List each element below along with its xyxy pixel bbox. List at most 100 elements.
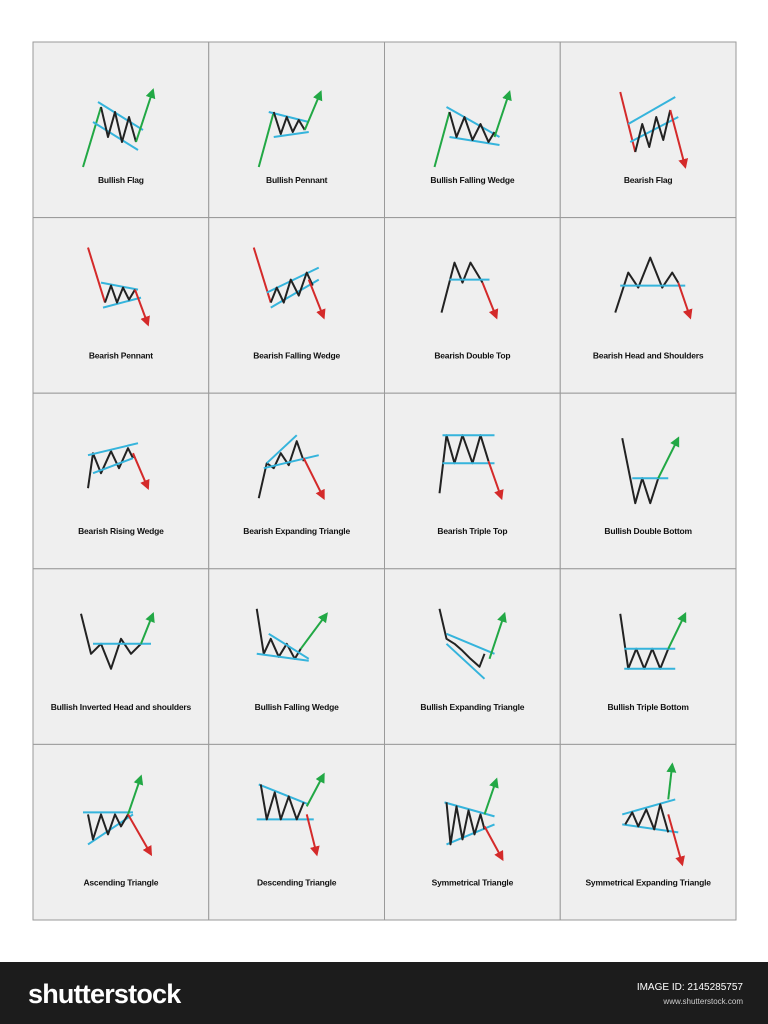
pattern-line <box>624 803 670 833</box>
pattern-line <box>303 90 323 131</box>
pattern-cell: Bullish Inverted Head and shoulders <box>32 568 210 745</box>
pattern-cell: Bearish Rising Wedge <box>32 392 210 570</box>
pattern-line <box>493 90 512 138</box>
cell-box <box>32 743 210 921</box>
pattern-label: Bearish Head and Shoulders <box>593 351 704 361</box>
cell-box <box>384 392 561 570</box>
pattern-line <box>87 813 129 841</box>
pattern-cell: Bearish Double Top <box>384 217 561 394</box>
pattern-cell: Bearish Pennant <box>32 217 210 394</box>
pattern-line <box>627 96 676 125</box>
pattern-line <box>92 457 134 475</box>
pattern-line <box>92 121 139 151</box>
pattern-cell: Descending Triangle <box>208 743 385 921</box>
pattern-line <box>433 111 451 168</box>
pattern-line <box>132 452 150 491</box>
pattern-line <box>135 88 156 143</box>
pattern-line <box>445 802 486 846</box>
pattern-line <box>449 136 500 146</box>
cell-box <box>208 392 385 570</box>
cell-box <box>559 217 737 394</box>
pattern-label: Bullish Double Bottom <box>604 526 692 536</box>
pattern-line <box>305 814 320 857</box>
pattern-cell: Bearish Expanding Triangle <box>208 392 385 570</box>
pattern-line <box>263 454 319 470</box>
pattern-line <box>252 247 272 303</box>
pattern-line <box>481 282 499 320</box>
pattern-cell: Bearish Triple Top <box>384 392 561 570</box>
site-url: www.shutterstock.com <box>662 997 743 1006</box>
cell-box <box>384 743 561 921</box>
pattern-line <box>483 825 504 862</box>
pattern-cell: Bullish Pennant <box>208 41 385 219</box>
pattern-line <box>134 289 150 327</box>
pattern-line <box>619 91 637 153</box>
pattern-line <box>657 436 680 479</box>
pattern-line <box>102 296 142 309</box>
image-id: IMAGE ID: 2145285757 <box>637 982 744 993</box>
pattern-line <box>445 643 486 680</box>
pattern-cell: Bullish Flag <box>32 41 210 219</box>
cell-box <box>384 568 561 745</box>
pattern-label: Descending Triangle <box>257 877 337 887</box>
pattern-cell: Bullish Expanding Triangle <box>384 568 561 745</box>
pattern-cell: Ascending Triangle <box>32 743 210 921</box>
pattern-line <box>667 612 687 650</box>
cell-box <box>32 392 210 570</box>
pattern-line <box>256 652 309 662</box>
pattern-line <box>87 442 139 457</box>
pattern-line <box>666 762 677 800</box>
pattern-label: Ascending Triangle <box>83 877 158 887</box>
pattern-label: Symmetrical Triangle <box>432 877 514 887</box>
pattern-label: Bearish Pennant <box>89 351 153 361</box>
pattern-cell: Bearish Flag <box>559 41 737 219</box>
cell-box <box>384 217 561 394</box>
pattern-label: Bearish Double Top <box>434 351 510 361</box>
pattern-line <box>269 271 314 304</box>
pattern-line <box>669 109 689 169</box>
cell-box <box>559 743 737 921</box>
cell-box <box>32 217 210 394</box>
pattern-line <box>273 131 309 138</box>
pattern-cell: Symmetrical Expanding Triangle <box>559 743 737 921</box>
pattern-label: Bullish Triple Bottom <box>607 702 689 712</box>
pattern-grid: Bullish Flag Bullish Pennant Bullish Falli… <box>32 41 737 921</box>
pattern-line <box>258 783 310 806</box>
pattern-label: Bearish Falling Wedge <box>253 351 340 361</box>
pattern-label: Bullish Inverted Head and shoulders <box>51 702 192 712</box>
pattern-line <box>127 774 144 815</box>
pattern-line <box>80 613 142 670</box>
pattern-cell: Bullish Double Bottom <box>559 392 737 570</box>
cell-box <box>559 41 737 219</box>
pattern-line <box>438 608 486 668</box>
pattern-cell: Bullish Falling Wedge <box>384 41 561 219</box>
pattern-line <box>104 284 136 304</box>
pattern-line <box>100 281 139 291</box>
pattern-label: Bullish Expanding Triangle <box>420 702 524 712</box>
cell-box <box>32 41 210 219</box>
pattern-line <box>302 457 325 500</box>
cell-box <box>208 217 385 394</box>
pattern-cell: Bullish Triple Bottom <box>559 568 737 745</box>
pattern-line <box>621 798 676 816</box>
pattern-line <box>446 632 495 655</box>
cell-box <box>384 41 561 219</box>
cell-box <box>208 41 385 219</box>
pattern-line <box>305 772 325 807</box>
pattern-label: Bullish Falling Wedge <box>430 175 514 185</box>
pattern-line <box>268 632 310 660</box>
pattern-line <box>257 111 275 168</box>
pattern-line <box>268 111 309 123</box>
cell-box <box>32 568 210 745</box>
pattern-line <box>487 460 504 501</box>
pattern-line <box>272 111 306 135</box>
footer-bar <box>0 962 768 1024</box>
logo: shutterstock <box>28 979 182 1009</box>
pattern-line <box>446 823 495 846</box>
pattern-line <box>483 777 499 815</box>
pattern-line <box>127 813 152 857</box>
pattern-line <box>82 106 102 168</box>
pattern-line <box>444 801 495 818</box>
pattern-line <box>299 612 328 650</box>
